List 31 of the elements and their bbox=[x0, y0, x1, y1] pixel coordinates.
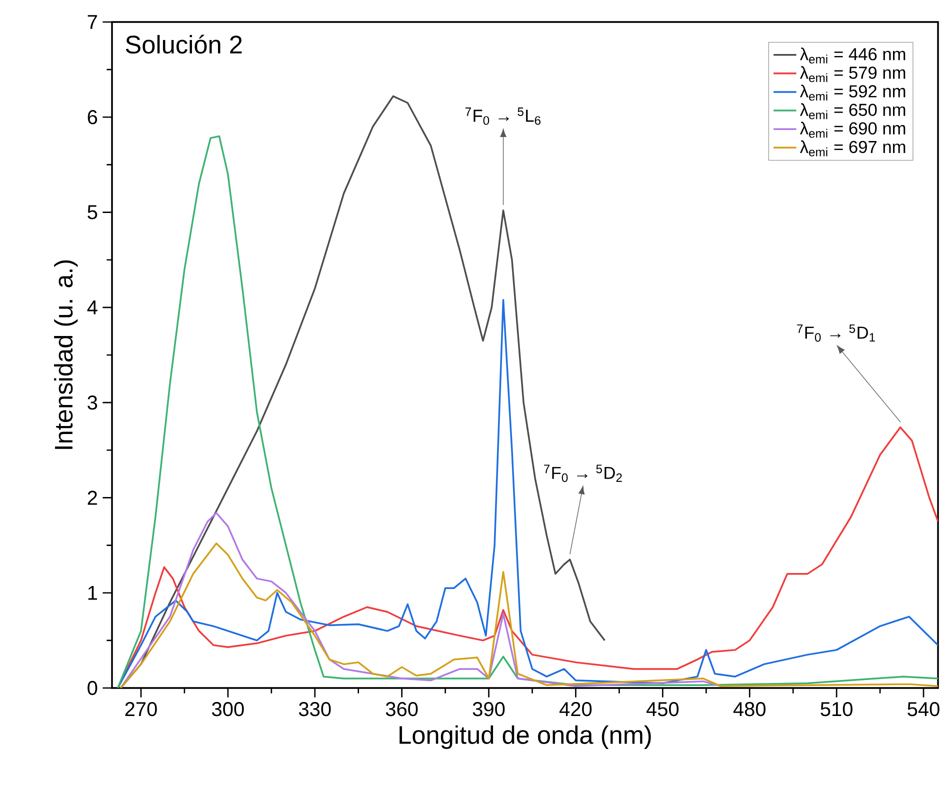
annotation: $^{7}$F$_{0}$ → $^{5}$D$_{2}$ bbox=[544, 464, 622, 482]
x-tick-label: 450 bbox=[646, 702, 679, 716]
annotation: $^{7}$F$_{0}$ → $^{5}$D$_{1}$ bbox=[797, 324, 875, 342]
x-tick-label: 540 bbox=[908, 702, 940, 716]
y-tick-label: 5 bbox=[88, 205, 98, 220]
x-tick-label: 270 bbox=[125, 702, 157, 716]
y-tick-label: 2 bbox=[88, 490, 97, 505]
line-series bbox=[120, 542, 938, 688]
legend-label: λ$_{emi}$ = 579 nm bbox=[800, 66, 906, 82]
x-axis-title: Longitud de onda (nm) bbox=[400, 725, 651, 749]
legend-label: λ$_{emi}$ = 592 nm bbox=[800, 84, 906, 101]
y-tick-label: 0 bbox=[88, 680, 98, 696]
y-tick-label: 6 bbox=[88, 110, 98, 124]
legend-label: λ$_{emi}$ = 690 nm bbox=[800, 122, 906, 138]
y-tick-label: 7 bbox=[88, 15, 97, 29]
x-tick-label: 360 bbox=[386, 702, 418, 716]
y-tick-label: 1 bbox=[88, 586, 97, 600]
x-tick-label: 390 bbox=[472, 702, 505, 716]
legend-label: λ$_{emi}$ = 697 nm bbox=[800, 140, 906, 156]
x-tick-label: 300 bbox=[212, 702, 244, 716]
x-tick-label: 330 bbox=[298, 702, 331, 716]
annotation: $^{7}$F$_{0}$ → $^{5}$L$_{6}$ bbox=[465, 108, 540, 125]
y-axis-title: Intensidad (u. a.) bbox=[54, 260, 78, 449]
x-tick-label: 480 bbox=[733, 702, 766, 716]
annotation: Solución 2 bbox=[126, 34, 242, 54]
x-tick-label: 420 bbox=[560, 702, 592, 716]
y-tick-label: 4 bbox=[87, 300, 98, 314]
legend-label: λ$_{emi}$ = 650 nm bbox=[800, 103, 906, 120]
x-tick-label: 510 bbox=[820, 702, 852, 716]
legend-label: λ$_{emi}$ = 446 nm bbox=[800, 48, 906, 64]
y-tick-label: 3 bbox=[88, 395, 98, 410]
